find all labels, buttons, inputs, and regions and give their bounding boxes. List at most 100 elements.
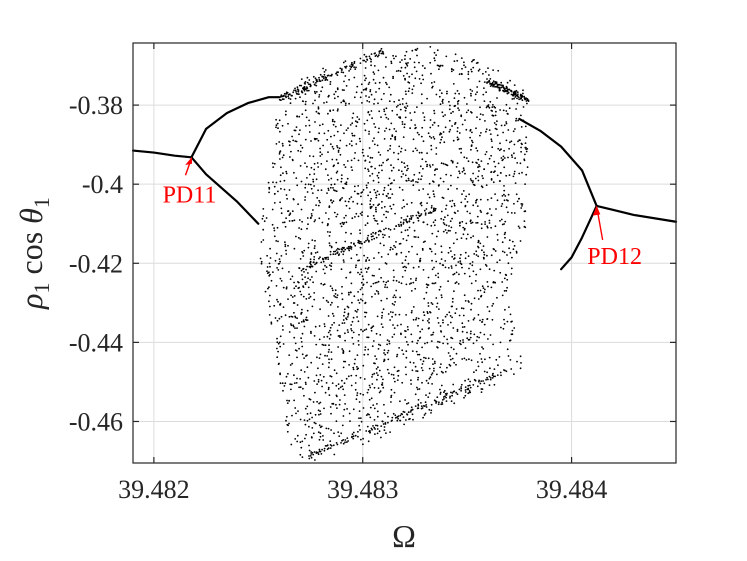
data-point <box>315 91 318 93</box>
data-point <box>464 391 467 393</box>
branch-curve <box>190 96 281 159</box>
data-point <box>434 253 437 255</box>
data-point <box>488 384 491 386</box>
data-point <box>483 81 486 83</box>
data-point <box>380 98 383 101</box>
data-point <box>499 341 502 344</box>
data-point <box>419 358 422 361</box>
data-point <box>299 238 302 240</box>
data-point <box>449 364 452 367</box>
data-point <box>453 361 455 364</box>
data-point <box>288 400 291 402</box>
data-point <box>430 205 433 207</box>
data-point <box>515 193 518 196</box>
data-point <box>484 221 486 223</box>
data-point <box>433 51 436 54</box>
data-point <box>404 330 406 332</box>
data-point <box>334 296 337 298</box>
data-point <box>336 296 338 299</box>
data-point <box>486 376 488 379</box>
data-point <box>313 247 316 250</box>
data-point <box>376 410 379 413</box>
data-point <box>373 137 375 140</box>
data-point <box>363 378 366 380</box>
data-point <box>348 247 350 250</box>
data-point <box>349 124 352 126</box>
data-point <box>323 102 325 104</box>
data-point <box>385 281 388 284</box>
data-point <box>407 167 409 170</box>
data-point <box>470 236 472 239</box>
data-point <box>460 147 462 150</box>
data-point <box>473 297 476 300</box>
data-point <box>358 410 361 412</box>
data-point <box>411 92 414 94</box>
data-point <box>319 374 322 376</box>
data-point <box>524 142 527 145</box>
data-point <box>343 132 345 135</box>
data-point <box>288 140 290 143</box>
data-point <box>433 81 436 83</box>
data-point <box>362 284 365 286</box>
data-point <box>309 83 312 86</box>
data-point <box>348 102 350 105</box>
data-point <box>390 207 393 210</box>
data-point <box>477 289 479 292</box>
data-point <box>401 381 404 384</box>
data-point <box>383 108 385 111</box>
data-point <box>501 203 504 205</box>
data-point <box>385 194 388 197</box>
data-point <box>406 169 408 172</box>
data-point <box>419 165 422 168</box>
data-point <box>386 351 389 354</box>
data-point <box>353 134 356 137</box>
data-point <box>451 255 454 258</box>
data-point <box>318 438 321 441</box>
data-point <box>456 59 459 62</box>
data-point <box>505 289 508 292</box>
data-point <box>405 373 407 376</box>
data-point <box>426 286 428 289</box>
data-point <box>511 98 514 100</box>
data-point <box>393 304 396 306</box>
data-point <box>464 347 467 349</box>
data-point <box>388 342 391 345</box>
data-point <box>369 206 372 209</box>
data-point <box>308 398 311 400</box>
data-point <box>468 358 470 361</box>
data-point <box>357 344 360 346</box>
data-point <box>398 169 400 172</box>
data-point <box>299 165 302 167</box>
data-point <box>420 402 422 404</box>
data-point <box>314 459 316 461</box>
data-point <box>517 140 519 143</box>
data-point <box>510 273 513 275</box>
data-point <box>505 174 508 177</box>
data-point <box>373 73 376 75</box>
data-point <box>435 260 438 263</box>
data-point <box>451 125 453 127</box>
data-point <box>509 313 512 316</box>
data-point <box>509 359 512 361</box>
data-point <box>376 415 379 418</box>
data-point <box>416 388 419 391</box>
data-point <box>476 205 479 208</box>
data-point <box>375 424 377 427</box>
data-point <box>444 229 447 231</box>
data-point <box>306 165 308 168</box>
data-point <box>345 276 348 279</box>
data-point <box>367 388 370 391</box>
data-point <box>359 417 362 419</box>
data-point <box>295 349 298 352</box>
data-point <box>475 199 477 202</box>
data-point <box>267 287 269 290</box>
data-point <box>426 284 429 286</box>
data-point <box>324 264 326 267</box>
data-point <box>424 357 427 360</box>
data-point <box>439 103 442 106</box>
data-point <box>517 119 519 122</box>
data-point <box>327 315 330 317</box>
data-point <box>460 307 463 310</box>
data-point <box>337 95 339 98</box>
data-point <box>430 409 433 412</box>
